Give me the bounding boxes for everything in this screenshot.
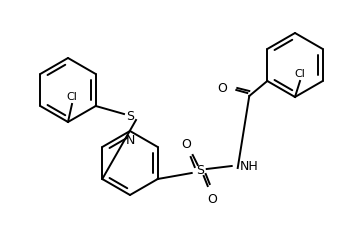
Text: O: O [181, 138, 191, 151]
Text: O: O [207, 193, 217, 206]
Text: O: O [217, 81, 227, 95]
Text: Cl: Cl [295, 69, 305, 79]
Text: S: S [196, 165, 204, 178]
Text: N: N [125, 134, 135, 147]
Text: S: S [126, 110, 134, 124]
Text: NH: NH [240, 160, 258, 172]
Text: Cl: Cl [66, 92, 78, 102]
